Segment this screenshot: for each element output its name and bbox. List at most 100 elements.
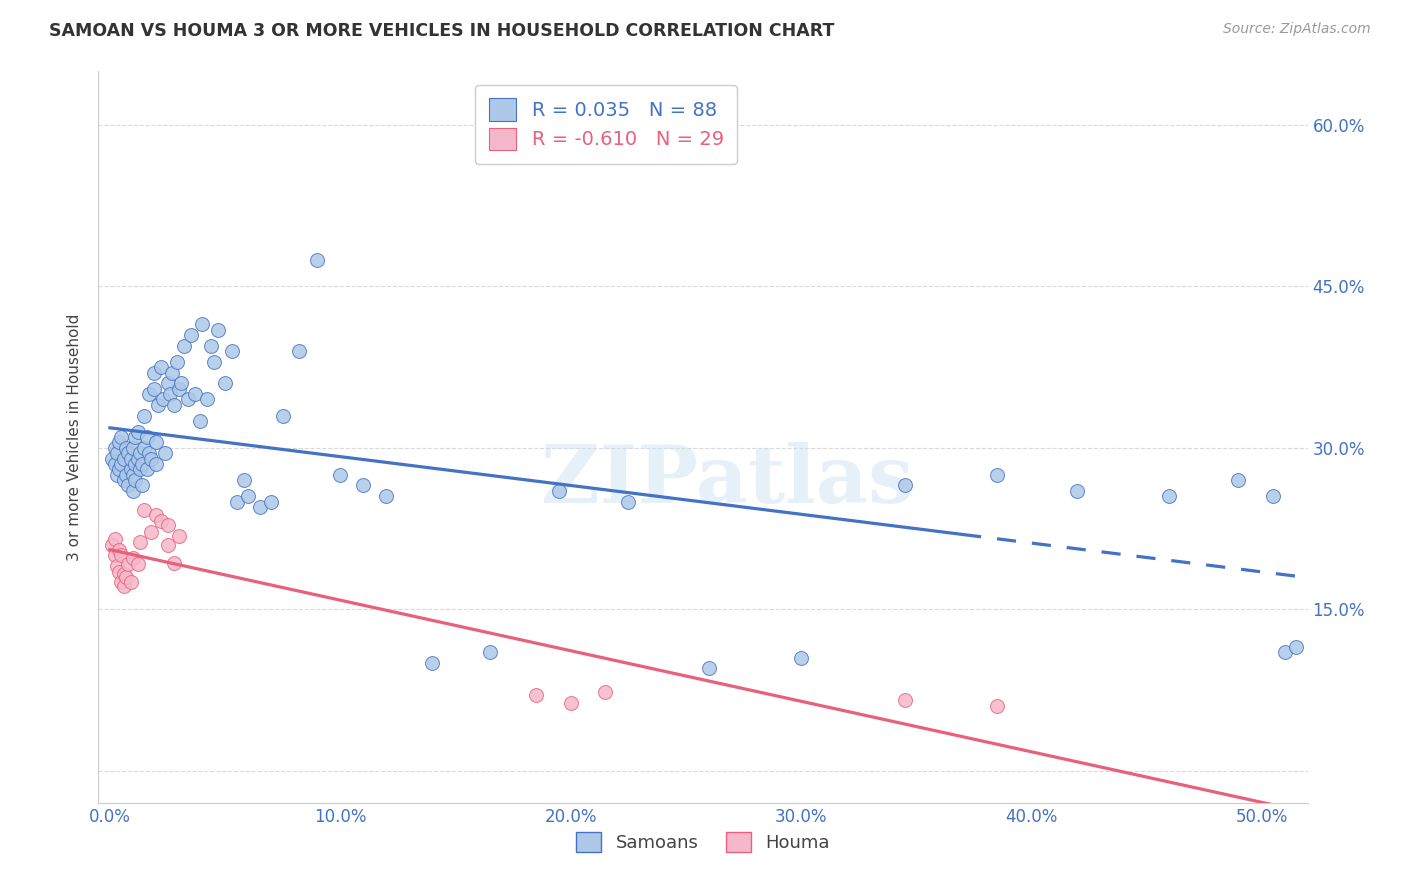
- Point: [115, 467, 138, 482]
- Point: [163, 398, 186, 412]
- Point: [156, 538, 179, 552]
- Point: [149, 514, 172, 528]
- Point: [170, 376, 193, 391]
- Point: [105, 559, 128, 574]
- Point: [893, 692, 915, 706]
- Point: [128, 462, 150, 476]
- Point: [236, 489, 259, 503]
- Point: [122, 441, 145, 455]
- Point: [134, 503, 156, 517]
- Point: [103, 457, 125, 471]
- Point: [155, 446, 177, 460]
- Point: [120, 575, 142, 590]
- Point: [167, 529, 190, 543]
- Point: [141, 524, 163, 539]
- Point: [122, 550, 145, 565]
- Point: [307, 252, 329, 267]
- Point: [893, 478, 915, 492]
- Point: [288, 344, 311, 359]
- Point: [135, 430, 157, 444]
- Text: ZIPatlas: ZIPatlas: [541, 442, 914, 520]
- Point: [177, 392, 200, 407]
- Point: [134, 409, 156, 423]
- Point: [221, 344, 243, 359]
- Point: [200, 338, 222, 352]
- Point: [120, 462, 142, 476]
- Point: [108, 462, 131, 476]
- Point: [127, 451, 149, 466]
- Point: [101, 451, 124, 466]
- Point: [163, 556, 186, 570]
- Point: [352, 478, 374, 492]
- Point: [103, 549, 125, 563]
- Point: [112, 578, 135, 592]
- Point: [112, 451, 135, 466]
- Point: [124, 473, 146, 487]
- Point: [115, 441, 138, 455]
- Point: [697, 661, 720, 675]
- Point: [105, 446, 128, 460]
- Point: [214, 376, 236, 391]
- Point: [1227, 473, 1250, 487]
- Y-axis label: 3 or more Vehicles in Household: 3 or more Vehicles in Household: [67, 313, 83, 561]
- Point: [1261, 489, 1284, 503]
- Point: [145, 508, 167, 522]
- Point: [108, 565, 131, 579]
- Point: [115, 570, 138, 584]
- Point: [329, 467, 352, 482]
- Point: [105, 467, 128, 482]
- Point: [134, 441, 156, 455]
- Point: [225, 494, 247, 508]
- Point: [1274, 645, 1296, 659]
- Point: [135, 462, 157, 476]
- Point: [375, 489, 398, 503]
- Point: [184, 387, 207, 401]
- Point: [142, 382, 165, 396]
- Point: [127, 425, 149, 439]
- Point: [152, 392, 174, 407]
- Point: [260, 494, 283, 508]
- Point: [191, 317, 214, 331]
- Point: [117, 557, 139, 571]
- Point: [127, 557, 149, 571]
- Text: Source: ZipAtlas.com: Source: ZipAtlas.com: [1223, 22, 1371, 37]
- Point: [560, 696, 582, 710]
- Point: [180, 327, 202, 342]
- Point: [117, 478, 139, 492]
- Point: [142, 366, 165, 380]
- Point: [593, 685, 616, 699]
- Point: [145, 457, 167, 471]
- Point: [173, 338, 195, 352]
- Point: [156, 376, 179, 391]
- Point: [110, 457, 132, 471]
- Point: [128, 535, 150, 549]
- Point: [202, 355, 225, 369]
- Point: [159, 387, 181, 401]
- Point: [131, 478, 153, 492]
- Point: [156, 518, 179, 533]
- Point: [124, 430, 146, 444]
- Point: [138, 387, 160, 401]
- Point: [986, 467, 1008, 482]
- Point: [141, 451, 163, 466]
- Point: [124, 457, 146, 471]
- Point: [138, 446, 160, 460]
- Point: [986, 698, 1008, 713]
- Point: [207, 322, 229, 336]
- Point: [120, 451, 142, 466]
- Point: [131, 457, 153, 471]
- Point: [188, 414, 211, 428]
- Point: [101, 538, 124, 552]
- Point: [1159, 489, 1181, 503]
- Point: [145, 435, 167, 450]
- Point: [108, 543, 131, 558]
- Point: [195, 392, 218, 407]
- Point: [122, 483, 145, 498]
- Point: [1066, 483, 1088, 498]
- Point: [167, 382, 190, 396]
- Point: [128, 446, 150, 460]
- Point: [149, 360, 172, 375]
- Point: [103, 441, 125, 455]
- Point: [271, 409, 294, 423]
- Point: [108, 435, 131, 450]
